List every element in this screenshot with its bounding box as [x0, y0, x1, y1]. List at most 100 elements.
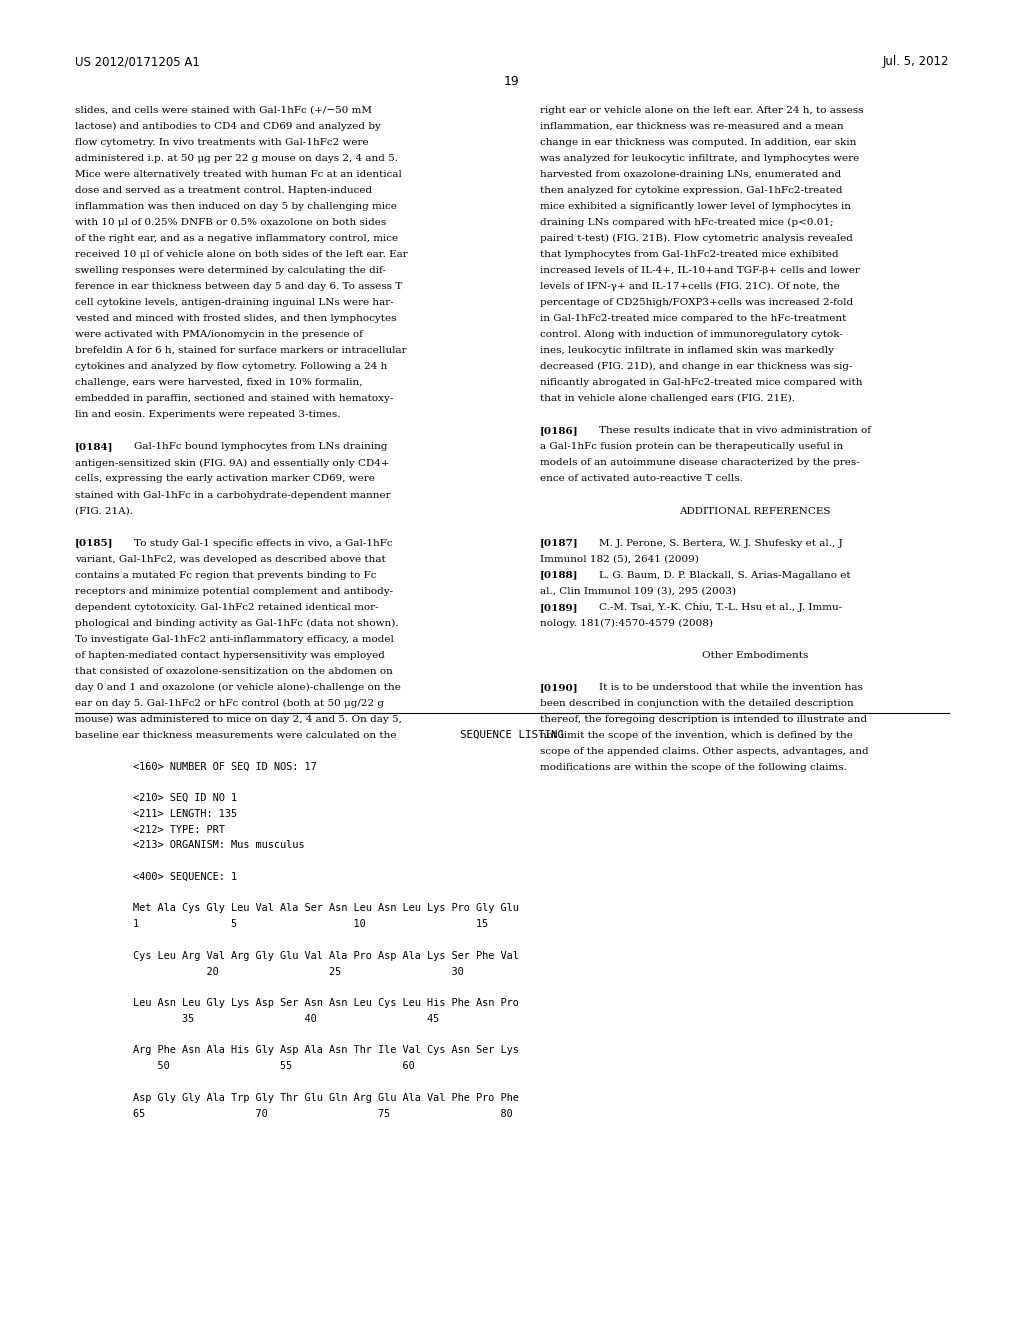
Text: vested and minced with frosted slides, and then lymphocytes: vested and minced with frosted slides, a…: [75, 314, 396, 323]
Text: [0187]: [0187]: [540, 539, 579, 548]
Text: [0188]: [0188]: [540, 570, 579, 579]
Text: [0190]: [0190]: [540, 682, 579, 692]
Text: right ear or vehicle alone on the left ear. After 24 h, to assess: right ear or vehicle alone on the left e…: [540, 106, 863, 115]
Text: SEQUENCE LISTING: SEQUENCE LISTING: [460, 730, 564, 741]
Text: draining LNs compared with hFc-treated mice (p<0.01;: draining LNs compared with hFc-treated m…: [540, 218, 834, 227]
Text: 20                  25                  30: 20 25 30: [133, 966, 464, 977]
Text: scope of the appended claims. Other aspects, advantages, and: scope of the appended claims. Other aspe…: [540, 747, 868, 756]
Text: that lymphocytes from Gal-1hFc2-treated mice exhibited: that lymphocytes from Gal-1hFc2-treated …: [540, 249, 839, 259]
Text: [0189]: [0189]: [540, 603, 579, 611]
Text: antigen-sensitized skin (FIG. 9A) and essentially only CD4+: antigen-sensitized skin (FIG. 9A) and es…: [75, 458, 389, 467]
Text: in Gal-1hFc2-treated mice compared to the hFc-treatment: in Gal-1hFc2-treated mice compared to th…: [540, 314, 846, 323]
Text: control. Along with induction of immunoregulatory cytok-: control. Along with induction of immunor…: [540, 330, 843, 339]
Text: (FIG. 21A).: (FIG. 21A).: [75, 507, 133, 516]
Text: administered i.p. at 50 μg per 22 g mouse on days 2, 4 and 5.: administered i.p. at 50 μg per 22 g mous…: [75, 153, 397, 162]
Text: [0184]: [0184]: [75, 442, 114, 451]
Text: It is to be understood that while the invention has: It is to be understood that while the in…: [599, 682, 863, 692]
Text: 50                  55                  60: 50 55 60: [133, 1061, 415, 1072]
Text: modifications are within the scope of the following claims.: modifications are within the scope of th…: [540, 763, 847, 772]
Text: [0186]: [0186]: [540, 426, 579, 436]
Text: To study Gal-1 specific effects in vivo, a Gal-1hFc: To study Gal-1 specific effects in vivo,…: [134, 539, 393, 548]
Text: ference in ear thickness between day 5 and day 6. To assess T: ference in ear thickness between day 5 a…: [75, 282, 402, 290]
Text: ear on day 5. Gal-1hFc2 or hFc control (both at 50 μg/22 g: ear on day 5. Gal-1hFc2 or hFc control (…: [75, 700, 384, 708]
Text: challenge, ears were harvested, fixed in 10% formalin,: challenge, ears were harvested, fixed in…: [75, 379, 362, 387]
Text: been described in conjunction with the detailed description: been described in conjunction with the d…: [540, 700, 853, 708]
Text: lactose) and antibodies to CD4 and CD69 and analyzed by: lactose) and antibodies to CD4 and CD69 …: [75, 121, 381, 131]
Text: of the right ear, and as a negative inflammatory control, mice: of the right ear, and as a negative infl…: [75, 234, 398, 243]
Text: lin and eosin. Experiments were repeated 3-times.: lin and eosin. Experiments were repeated…: [75, 411, 340, 420]
Text: decreased (FIG. 21D), and change in ear thickness was sig-: decreased (FIG. 21D), and change in ear …: [540, 362, 852, 371]
Text: change in ear thickness was computed. In addition, ear skin: change in ear thickness was computed. In…: [540, 137, 856, 147]
Text: stained with Gal-1hFc in a carbohydrate-dependent manner: stained with Gal-1hFc in a carbohydrate-…: [75, 491, 390, 499]
Text: of hapten-mediated contact hypersensitivity was employed: of hapten-mediated contact hypersensitiv…: [75, 651, 385, 660]
Text: phological and binding activity as Gal-1hFc (data not shown).: phological and binding activity as Gal-1…: [75, 619, 398, 628]
Text: Leu Asn Leu Gly Lys Asp Ser Asn Asn Leu Cys Leu His Phe Asn Pro: Leu Asn Leu Gly Lys Asp Ser Asn Asn Leu …: [133, 998, 519, 1008]
Text: <210> SEQ ID NO 1: <210> SEQ ID NO 1: [133, 793, 238, 803]
Text: ines, leukocytic infiltrate in inflamed skin was markedly: ines, leukocytic infiltrate in inflamed …: [540, 346, 834, 355]
Text: increased levels of IL-4+, IL-10+and TGF-β+ cells and lower: increased levels of IL-4+, IL-10+and TGF…: [540, 267, 859, 275]
Text: Immunol 182 (5), 2641 (2009): Immunol 182 (5), 2641 (2009): [540, 554, 698, 564]
Text: flow cytometry. In vivo treatments with Gal-1hFc2 were: flow cytometry. In vivo treatments with …: [75, 137, 369, 147]
Text: Gal-1hFc bound lymphocytes from LNs draining: Gal-1hFc bound lymphocytes from LNs drai…: [134, 442, 388, 451]
Text: M. J. Perone, S. Bertera, W. J. Shufesky et al., J: M. J. Perone, S. Bertera, W. J. Shufesky…: [599, 539, 843, 548]
Text: that consisted of oxazolone-sensitization on the abdomen on: that consisted of oxazolone-sensitizatio…: [75, 667, 392, 676]
Text: dependent cytotoxicity. Gal-1hFc2 retained identical mor-: dependent cytotoxicity. Gal-1hFc2 retain…: [75, 603, 379, 611]
Text: C.-M. Tsai, Y.-K. Chiu, T.-L. Hsu et al., J. Immu-: C.-M. Tsai, Y.-K. Chiu, T.-L. Hsu et al.…: [599, 603, 842, 611]
Text: Cys Leu Arg Val Arg Gly Glu Val Ala Pro Asp Ala Lys Ser Phe Val: Cys Leu Arg Val Arg Gly Glu Val Ala Pro …: [133, 950, 519, 961]
Text: inflammation was then induced on day 5 by challenging mice: inflammation was then induced on day 5 b…: [75, 202, 396, 211]
Text: baseline ear thickness measurements were calculated on the: baseline ear thickness measurements were…: [75, 731, 396, 741]
Text: [0185]: [0185]: [75, 539, 114, 548]
Text: not limit the scope of the invention, which is defined by the: not limit the scope of the invention, wh…: [540, 731, 853, 741]
Text: swelling responses were determined by calculating the dif-: swelling responses were determined by ca…: [75, 267, 386, 275]
Text: Asp Gly Gly Ala Trp Gly Thr Glu Gln Arg Glu Ala Val Phe Pro Phe: Asp Gly Gly Ala Trp Gly Thr Glu Gln Arg …: [133, 1093, 519, 1102]
Text: Met Ala Cys Gly Leu Val Ala Ser Asn Leu Asn Leu Lys Pro Gly Glu: Met Ala Cys Gly Leu Val Ala Ser Asn Leu …: [133, 903, 519, 913]
Text: 65                  70                  75                  80: 65 70 75 80: [133, 1109, 513, 1118]
Text: dose and served as a treatment control. Hapten-induced: dose and served as a treatment control. …: [75, 186, 372, 195]
Text: Other Embodiments: Other Embodiments: [701, 651, 808, 660]
Text: ADDITIONAL REFERENCES: ADDITIONAL REFERENCES: [679, 507, 830, 516]
Text: cell cytokine levels, antigen-draining inguinal LNs were har-: cell cytokine levels, antigen-draining i…: [75, 298, 393, 308]
Text: was analyzed for leukocytic infiltrate, and lymphocytes were: was analyzed for leukocytic infiltrate, …: [540, 153, 859, 162]
Text: mice exhibited a significantly lower level of lymphocytes in: mice exhibited a significantly lower lev…: [540, 202, 851, 211]
Text: L. G. Baum, D. P. Blackall, S. Arias-Magallano et: L. G. Baum, D. P. Blackall, S. Arias-Mag…: [599, 570, 851, 579]
Text: paired t-test) (FIG. 21B). Flow cytometric analysis revealed: paired t-test) (FIG. 21B). Flow cytometr…: [540, 234, 853, 243]
Text: slides, and cells were stained with Gal-1hFc (+/−50 mM: slides, and cells were stained with Gal-…: [75, 106, 372, 115]
Text: nology. 181(7):4570-4579 (2008): nology. 181(7):4570-4579 (2008): [540, 619, 713, 628]
Text: ence of activated auto-reactive T cells.: ence of activated auto-reactive T cells.: [540, 474, 742, 483]
Text: To investigate Gal-1hFc2 anti-inflammatory efficacy, a model: To investigate Gal-1hFc2 anti-inflammato…: [75, 635, 393, 644]
Text: inflammation, ear thickness was re-measured and a mean: inflammation, ear thickness was re-measu…: [540, 121, 844, 131]
Text: al., Clin Immunol 109 (3), 295 (2003): al., Clin Immunol 109 (3), 295 (2003): [540, 586, 736, 595]
Text: <160> NUMBER OF SEQ ID NOS: 17: <160> NUMBER OF SEQ ID NOS: 17: [133, 762, 316, 771]
Text: <211> LENGTH: 135: <211> LENGTH: 135: [133, 809, 238, 818]
Text: <213> ORGANISM: Mus musculus: <213> ORGANISM: Mus musculus: [133, 841, 304, 850]
Text: Arg Phe Asn Ala His Gly Asp Ala Asn Thr Ile Val Cys Asn Ser Lys: Arg Phe Asn Ala His Gly Asp Ala Asn Thr …: [133, 1045, 519, 1056]
Text: with 10 μl of 0.25% DNFB or 0.5% oxazolone on both sides: with 10 μl of 0.25% DNFB or 0.5% oxazolo…: [75, 218, 386, 227]
Text: day 0 and 1 and oxazolone (or vehicle alone)-challenge on the: day 0 and 1 and oxazolone (or vehicle al…: [75, 682, 400, 692]
Text: <400> SEQUENCE: 1: <400> SEQUENCE: 1: [133, 873, 238, 882]
Text: mouse) was administered to mice on day 2, 4 and 5. On day 5,: mouse) was administered to mice on day 2…: [75, 715, 401, 725]
Text: nificantly abrogated in Gal-hFc2-treated mice compared with: nificantly abrogated in Gal-hFc2-treated…: [540, 379, 862, 387]
Text: embedded in paraffin, sectioned and stained with hematoxy-: embedded in paraffin, sectioned and stai…: [75, 395, 393, 404]
Text: brefeldin A for 6 h, stained for surface markers or intracellular: brefeldin A for 6 h, stained for surface…: [75, 346, 407, 355]
Text: were activated with PMA/ionomycin in the presence of: were activated with PMA/ionomycin in the…: [75, 330, 362, 339]
Text: levels of IFN-γ+ and IL-17+cells (FIG. 21C). Of note, the: levels of IFN-γ+ and IL-17+cells (FIG. 2…: [540, 282, 840, 292]
Text: 35                  40                  45: 35 40 45: [133, 1014, 439, 1024]
Text: then analyzed for cytokine expression. Gal-1hFc2-treated: then analyzed for cytokine expression. G…: [540, 186, 842, 195]
Text: Jul. 5, 2012: Jul. 5, 2012: [883, 55, 949, 69]
Text: contains a mutated Fc region that prevents binding to Fc: contains a mutated Fc region that preven…: [75, 570, 376, 579]
Text: harvested from oxazolone-draining LNs, enumerated and: harvested from oxazolone-draining LNs, e…: [540, 170, 841, 178]
Text: 19: 19: [504, 75, 520, 88]
Text: percentage of CD25high/FOXP3+cells was increased 2-fold: percentage of CD25high/FOXP3+cells was i…: [540, 298, 853, 308]
Text: models of an autoimmune disease characterized by the pres-: models of an autoimmune disease characte…: [540, 458, 859, 467]
Text: cells, expressing the early activation marker CD69, were: cells, expressing the early activation m…: [75, 474, 375, 483]
Text: variant, Gal-1hFc2, was developed as described above that: variant, Gal-1hFc2, was developed as des…: [75, 554, 385, 564]
Text: Mice were alternatively treated with human Fc at an identical: Mice were alternatively treated with hum…: [75, 170, 401, 178]
Text: received 10 μl of vehicle alone on both sides of the left ear. Ear: received 10 μl of vehicle alone on both …: [75, 249, 408, 259]
Text: These results indicate that in vivo administration of: These results indicate that in vivo admi…: [599, 426, 871, 436]
Text: a Gal-1hFc fusion protein can be therapeutically useful in: a Gal-1hFc fusion protein can be therape…: [540, 442, 843, 451]
Text: US 2012/0171205 A1: US 2012/0171205 A1: [75, 55, 200, 69]
Text: <212> TYPE: PRT: <212> TYPE: PRT: [133, 825, 225, 834]
Text: cytokines and analyzed by flow cytometry. Following a 24 h: cytokines and analyzed by flow cytometry…: [75, 362, 387, 371]
Text: 1               5                   10                  15: 1 5 10 15: [133, 919, 488, 929]
Text: thereof, the foregoing description is intended to illustrate and: thereof, the foregoing description is in…: [540, 715, 866, 725]
